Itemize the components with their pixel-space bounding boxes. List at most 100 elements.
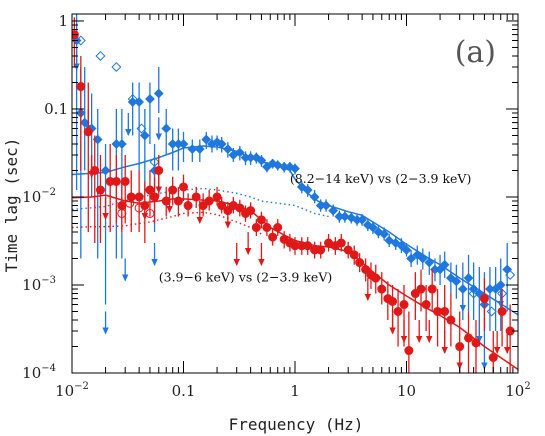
open-point-low — [125, 198, 135, 208]
x-tick-label-exp: 2 — [524, 381, 530, 392]
upper-limit-arrow-low — [224, 221, 232, 229]
y-tick-label-exp: −3 — [41, 275, 56, 286]
upper-limit-arrow-high — [476, 336, 483, 344]
data-point-high — [339, 211, 350, 222]
data-point-low — [268, 232, 278, 242]
open-point-high — [468, 288, 479, 299]
x-tick-label: 0.1 — [172, 382, 196, 400]
data-point-high — [79, 117, 90, 128]
data-point-low — [421, 300, 431, 310]
open-point-high — [486, 306, 497, 317]
data-point-low — [83, 127, 93, 137]
data-point-high — [390, 238, 401, 248]
x-tick-label: 10−2 — [55, 381, 89, 400]
data-point-high — [439, 259, 450, 270]
data-point-high — [328, 205, 339, 216]
data-point-high — [153, 88, 164, 99]
y-tick-label: 10−2 — [22, 187, 56, 206]
x-axis-title: Frequency (Hz) — [229, 415, 364, 434]
upper-limit-arrow-high — [102, 327, 109, 335]
data-point-low — [204, 196, 214, 206]
data-point-high — [446, 273, 456, 283]
data-point-high — [401, 245, 412, 255]
data-point-high — [223, 144, 233, 154]
data-point-low — [150, 192, 160, 202]
data-point-high — [451, 276, 462, 287]
data-point-low — [161, 196, 171, 206]
data-point-low — [183, 201, 193, 211]
data-point-high — [178, 139, 189, 149]
open-point-high — [127, 93, 138, 104]
data-point-high — [161, 123, 172, 134]
data-point-high — [251, 152, 262, 163]
y-tick-label-base: 10 — [22, 364, 41, 382]
y-tick-label-base: 0.1 — [44, 100, 68, 118]
upper-limit-arrow-low — [400, 336, 408, 344]
data-point-low — [191, 192, 201, 202]
x-tick-label: 10 — [397, 382, 416, 400]
upper-limit-arrow-high — [155, 133, 162, 141]
model-dotted-low — [72, 211, 262, 235]
panel-label: (a) — [455, 35, 496, 70]
upper-limit-arrow-low — [196, 217, 203, 225]
data-point-low — [198, 201, 208, 211]
data-point-low — [251, 223, 261, 233]
upper-limit-arrow-low — [389, 327, 396, 335]
data-point-low — [371, 273, 381, 283]
upper-limit-arrow-low — [233, 259, 240, 267]
y-tick-label: 0.1 — [44, 100, 68, 118]
upper-limit-arrow-high — [459, 305, 467, 313]
data-point-low — [95, 185, 105, 195]
upper-limit-arrow-low — [416, 336, 423, 344]
data-point-high — [234, 147, 245, 158]
x-tick-label-base: 0.1 — [172, 382, 196, 400]
data-point-low — [349, 250, 359, 260]
upper-limit-arrow-low — [364, 294, 372, 302]
data-point-high — [424, 257, 435, 268]
data-point-high — [384, 235, 395, 246]
plot-area — [72, 14, 518, 373]
data-point-low — [440, 306, 450, 316]
x-tick-label-base: 10 — [55, 382, 74, 400]
data-point-low — [464, 333, 474, 343]
data-point-low — [336, 238, 346, 248]
data-point-high — [321, 200, 331, 211]
data-point-low — [479, 294, 489, 304]
data-point-low — [246, 206, 256, 216]
data-point-high — [379, 229, 389, 239]
upper-limit-arrow-low — [102, 212, 109, 220]
data-point-low — [168, 185, 178, 195]
upper-limit-arrow-low — [166, 206, 173, 214]
data-point-high — [134, 97, 144, 107]
data-point-high — [406, 253, 416, 264]
data-point-low — [111, 176, 121, 186]
data-point-low — [235, 203, 245, 213]
data-point-high — [296, 182, 307, 192]
data-point-low — [361, 264, 371, 274]
upper-limit-arrow-low — [244, 248, 252, 256]
y-tick-label-exp: −4 — [41, 363, 56, 374]
x-tick-label: 102 — [505, 381, 530, 400]
open-point-low — [134, 203, 144, 213]
upper-limit-arrow-low — [441, 347, 448, 355]
open-point-high — [136, 123, 147, 134]
upper-limit-arrow-low — [88, 170, 95, 178]
data-point-low — [446, 315, 456, 325]
data-point-high — [309, 192, 320, 202]
upper-limit-arrow-low — [426, 336, 433, 344]
data-point-high — [435, 264, 445, 275]
y-tick-label: 10−4 — [22, 363, 56, 382]
x-tick-label-exp: −2 — [74, 381, 89, 392]
model-solid-high — [72, 145, 518, 316]
data-point-low — [471, 338, 481, 348]
series-annotation-low: (3.9−6 keV) vs (2−3.9 keV) — [159, 269, 332, 284]
upper-limit-arrow-high — [121, 274, 129, 282]
data-point-high — [417, 253, 428, 264]
data-point-high — [290, 163, 300, 174]
data-point-high — [216, 139, 227, 149]
upper-limit-arrow-high — [125, 129, 132, 137]
x-tick-label: 1 — [290, 382, 300, 400]
open-point-high — [75, 35, 86, 46]
y-tick-label-base: 10 — [22, 276, 41, 294]
data-point-low — [488, 353, 498, 363]
